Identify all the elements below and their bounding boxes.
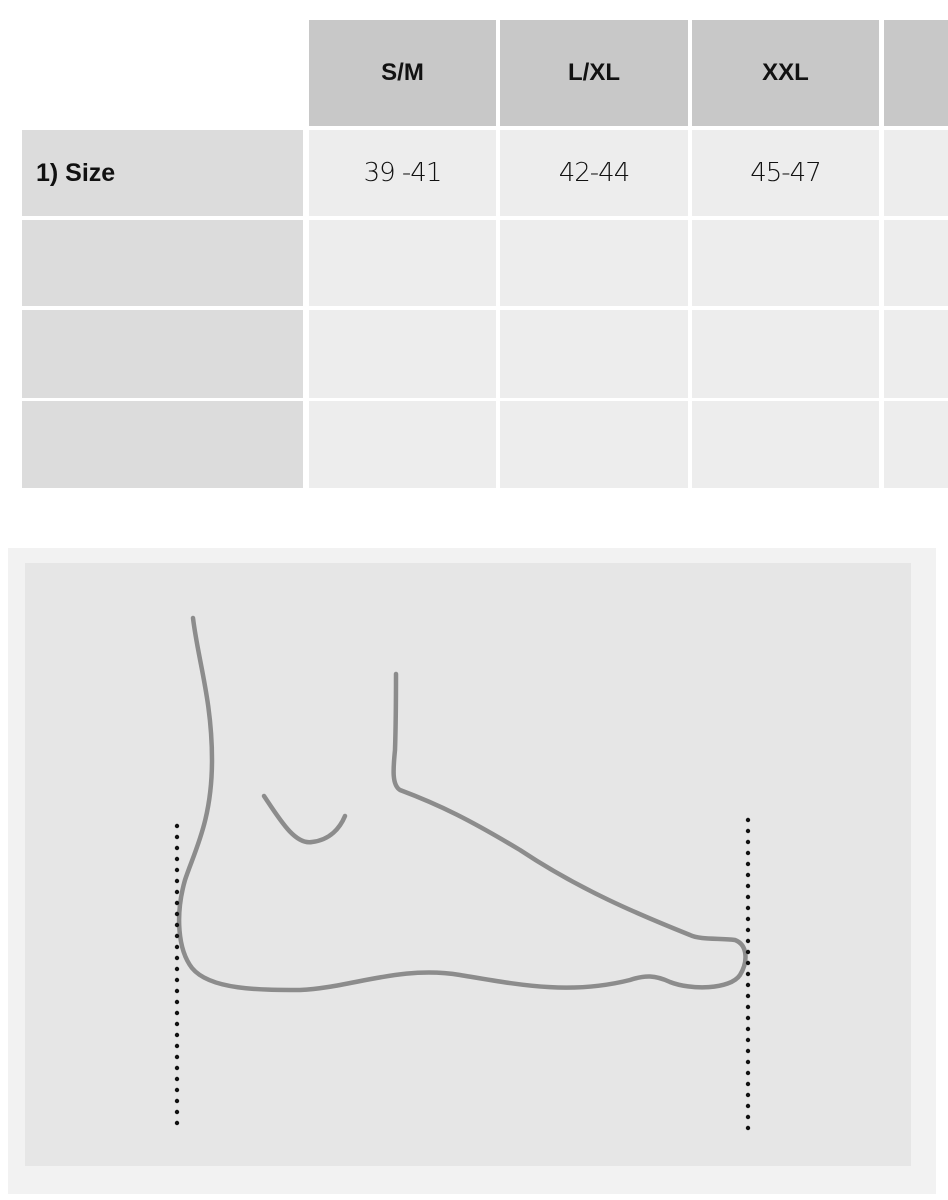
heel-measure-dot (174, 1109, 180, 1115)
toe-measure-dot (745, 971, 751, 977)
table-cell (500, 401, 688, 488)
row-label (22, 310, 303, 398)
heel-measure-dot (174, 1065, 180, 1071)
toe-measure-dot (745, 1048, 751, 1054)
illustration-panel (25, 563, 911, 1166)
table-cell (884, 130, 948, 216)
toe-measure-dot (745, 960, 751, 966)
heel-measure-dot (174, 933, 180, 939)
heel-measure-dot (174, 845, 180, 851)
table-cell (884, 310, 948, 398)
toe-measure-dot (745, 949, 751, 955)
column-header: L/XL (500, 20, 688, 126)
toe-measure-dot (745, 993, 751, 999)
heel-measure-dot (174, 1087, 180, 1093)
toe-measure-dot (745, 883, 751, 889)
row-label: 1) Size (22, 130, 303, 216)
toe-measure-dot (745, 1092, 751, 1098)
toe-measure-dot (745, 828, 751, 834)
column-header: XXL (692, 20, 879, 126)
toe-measure-dot (745, 1081, 751, 1087)
table-cell (309, 401, 496, 488)
heel-measure-dot (174, 856, 180, 862)
heel-measure-dot (174, 955, 180, 961)
heel-measure-dot (174, 900, 180, 906)
table-cell (500, 310, 688, 398)
heel-measure-dot (174, 911, 180, 917)
toe-measure-dot (745, 1059, 751, 1065)
toe-measure-dot (745, 1015, 751, 1021)
heel-measure-dot (174, 1076, 180, 1082)
table-cell (692, 401, 879, 488)
heel-measure-dot (174, 922, 180, 928)
heel-measure-dot (174, 1021, 180, 1027)
toe-measure-dot (745, 927, 751, 933)
table-cell (309, 220, 496, 306)
toe-measure-dot (745, 839, 751, 845)
heel-measure-dot (174, 823, 180, 829)
heel-measure-dot (174, 867, 180, 873)
toe-measure-dot (745, 916, 751, 922)
heel-measure-dot (174, 1054, 180, 1060)
column-header (884, 20, 948, 126)
toe-measure-dot (745, 817, 751, 823)
foot-outline (176, 615, 748, 993)
toe-measure-dot (745, 1070, 751, 1076)
ankle-bone-line (261, 793, 348, 845)
table-cell (692, 220, 879, 306)
heel-measure-dot (174, 889, 180, 895)
table-cell (309, 310, 496, 398)
toe-measure-dot (745, 1037, 751, 1043)
table-cell: 39 -41 (309, 130, 496, 216)
toe-measure-dot (745, 850, 751, 856)
toe-measure-dot (745, 1125, 751, 1131)
toe-measure-dot (745, 905, 751, 911)
toe-measure-dot (745, 982, 751, 988)
row-label (22, 401, 303, 488)
table-cell (884, 220, 948, 306)
heel-measure-dot (174, 1010, 180, 1016)
toe-measure-dot (745, 1004, 751, 1010)
toe-measure-dot (745, 1114, 751, 1120)
toe-measure-dot (745, 1103, 751, 1109)
heel-measure-dot (174, 1120, 180, 1126)
heel-measure-dot (174, 1098, 180, 1104)
heel-measure-dot (174, 977, 180, 983)
table-cell: 45-47 (692, 130, 879, 216)
heel-measure-dot (174, 1043, 180, 1049)
heel-measure-dot (174, 999, 180, 1005)
heel-measure-dot (174, 834, 180, 840)
table-cell: 42-44 (500, 130, 688, 216)
toe-measure-dot (745, 938, 751, 944)
table-cell (884, 401, 948, 488)
column-header: S/M (309, 20, 496, 126)
table-cell (692, 310, 879, 398)
toe-measure-dot (745, 861, 751, 867)
row-label (22, 220, 303, 306)
heel-measure-dot (174, 944, 180, 950)
heel-measure-dot (174, 1032, 180, 1038)
heel-measure-dot (174, 966, 180, 972)
table-cell (500, 220, 688, 306)
heel-measure-dot (174, 878, 180, 884)
toe-measure-dot (745, 894, 751, 900)
toe-measure-dot (745, 1026, 751, 1032)
heel-measure-dot (174, 988, 180, 994)
toe-measure-dot (745, 872, 751, 878)
